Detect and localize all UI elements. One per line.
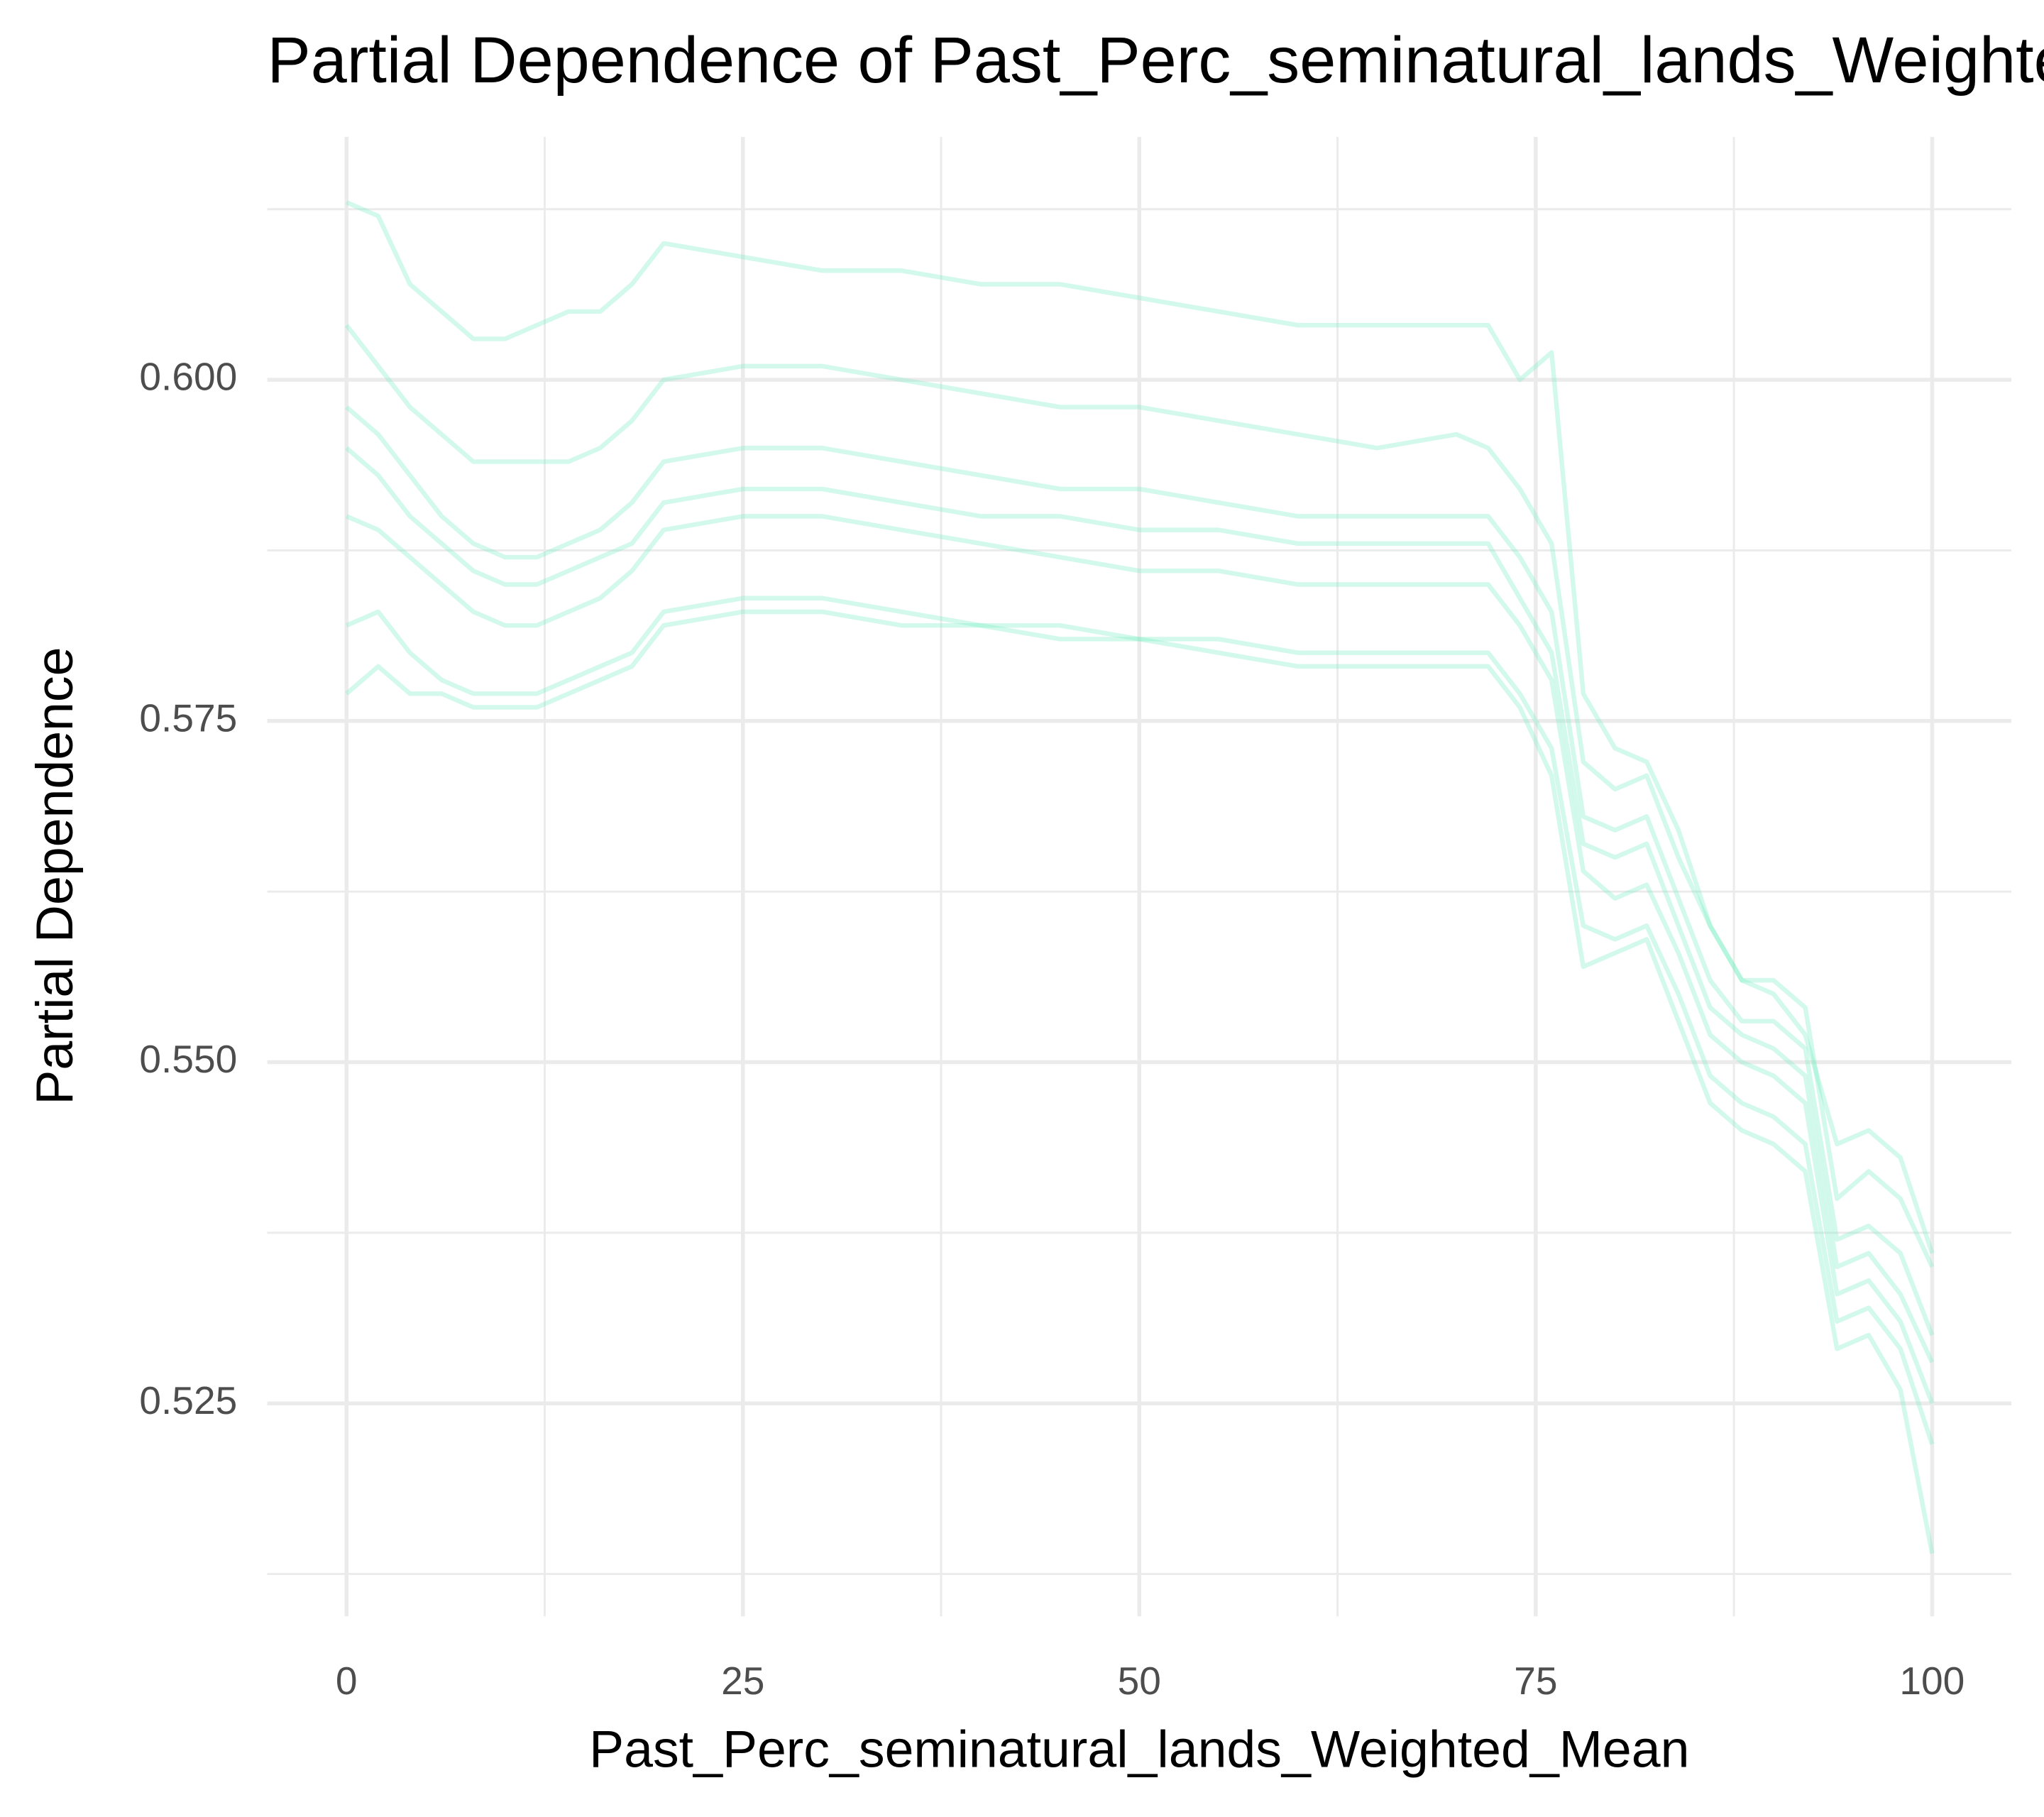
ice-line bbox=[344, 324, 1935, 1268]
ice-line bbox=[345, 595, 1935, 1445]
plot-area bbox=[344, 200, 1935, 1554]
y-tick-label: 0.550 bbox=[139, 1037, 237, 1081]
x-tick-label: 0 bbox=[336, 1659, 358, 1703]
grid bbox=[267, 136, 2012, 1617]
y-tick-label: 0.575 bbox=[139, 696, 237, 740]
ice-line bbox=[345, 446, 1935, 1363]
x-tick-label: 75 bbox=[1514, 1659, 1557, 1703]
ice-line bbox=[345, 609, 1935, 1554]
x-tick-label: 25 bbox=[721, 1659, 764, 1703]
y-tick-label: 0.600 bbox=[139, 355, 237, 399]
y-tick-label: 0.525 bbox=[139, 1378, 237, 1422]
ice-line bbox=[345, 200, 1935, 1254]
ice-line bbox=[345, 514, 1935, 1405]
x-axis-title: Past_Perc_seminatural_lands_Weighted_Mea… bbox=[589, 1719, 1689, 1778]
x-tick-label: 100 bbox=[1899, 1659, 1965, 1703]
ice-line bbox=[345, 405, 1935, 1336]
x-tick-label: 50 bbox=[1118, 1659, 1161, 1703]
y-axis-title: Partial Dependence bbox=[25, 647, 84, 1105]
chart-title: Partial Dependence of Past_Perc_seminatu… bbox=[268, 24, 2044, 97]
